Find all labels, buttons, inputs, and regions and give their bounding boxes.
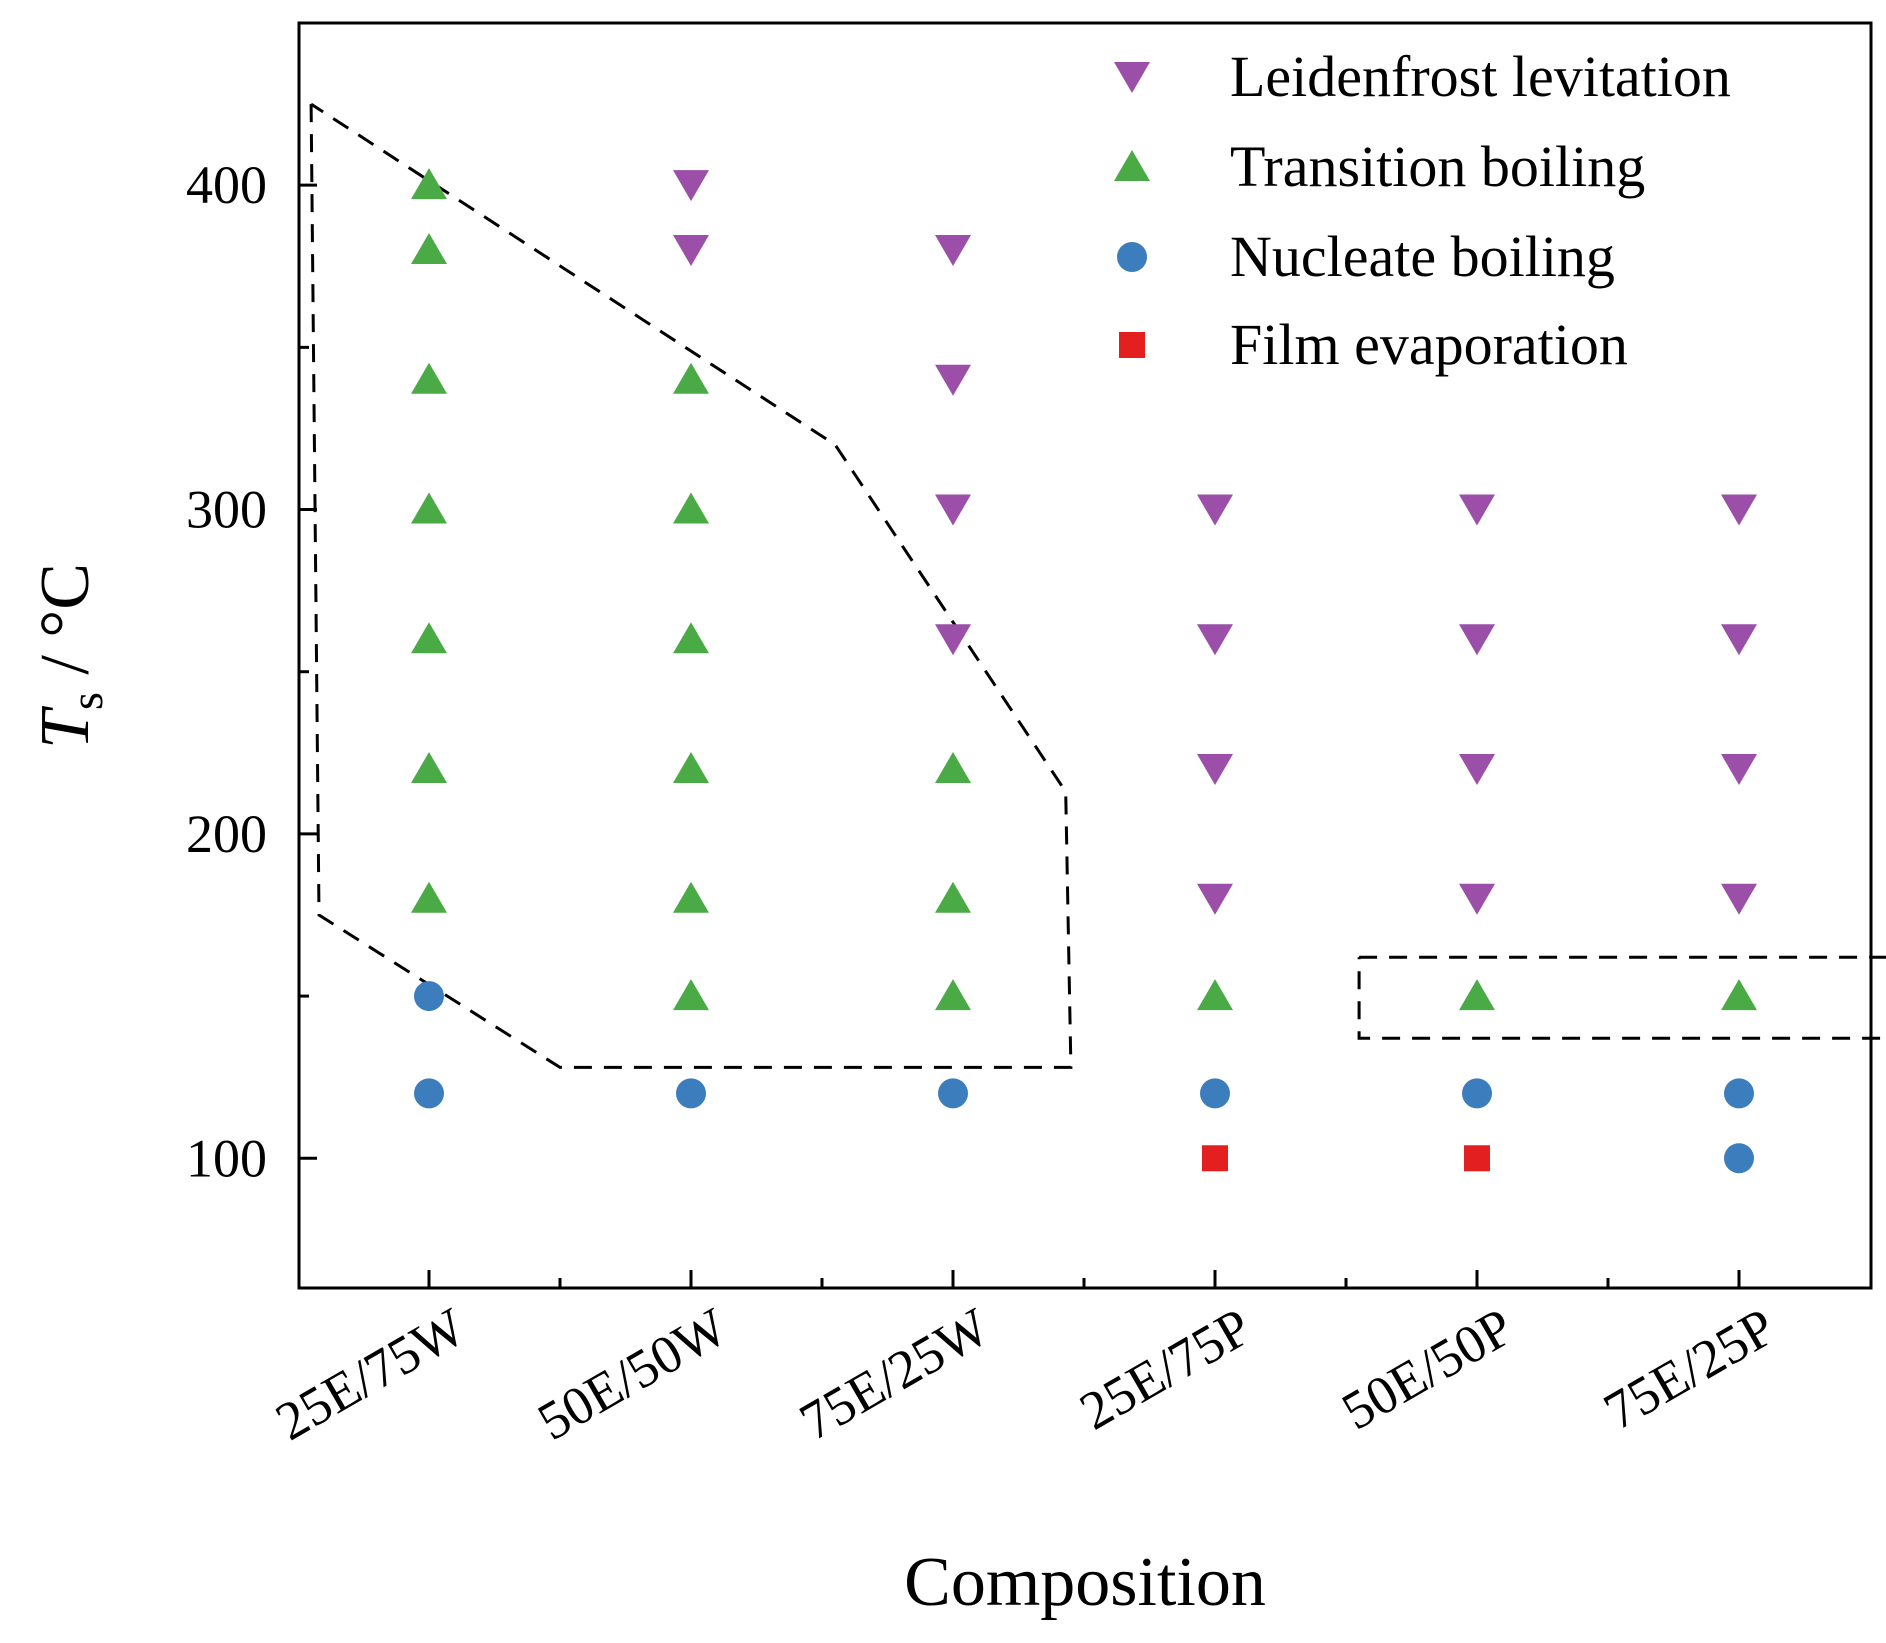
leidenfrost-levitation-point xyxy=(1721,494,1757,526)
nucleate-boiling-point xyxy=(414,1078,444,1109)
x-tick-label: 75E/25W xyxy=(790,1296,999,1451)
transition-boiling-point xyxy=(411,233,447,265)
leidenfrost-levitation-point xyxy=(1721,754,1757,786)
nucleate-boiling-point xyxy=(1462,1078,1492,1109)
nucleate-boiling-point xyxy=(1724,1078,1754,1109)
transition-region-water xyxy=(309,102,1073,1069)
plot-frame xyxy=(297,21,1873,1290)
legend-marker-nucleate-boiling xyxy=(1117,242,1147,272)
legend-marker-leidenfrost-levitation xyxy=(1114,62,1150,93)
transition-boiling-point xyxy=(411,881,447,913)
transition-boiling-point xyxy=(411,168,447,200)
leidenfrost-levitation-point xyxy=(1197,883,1233,915)
transition-boiling-point xyxy=(673,979,709,1011)
transition-region-pg xyxy=(1357,955,1886,1040)
leidenfrost-levitation-point xyxy=(935,494,971,526)
transition-boiling-point xyxy=(935,979,971,1011)
film-evaporation-point xyxy=(1464,1145,1490,1172)
transition-boiling-point xyxy=(673,881,709,913)
leidenfrost-levitation-point xyxy=(1197,494,1233,526)
legend-marker-film-evaporation xyxy=(1119,332,1145,358)
x-tick-label: 50E/50W xyxy=(528,1296,737,1451)
legend-marker-transition-boiling xyxy=(1114,150,1150,181)
y-axis-symbol: T xyxy=(27,705,104,749)
leidenfrost-levitation-point xyxy=(935,624,971,656)
data-markers xyxy=(411,168,1757,1174)
leidenfrost-levitation-point xyxy=(1459,754,1495,786)
y-tick-label: 200 xyxy=(186,804,267,864)
nucleate-boiling-point xyxy=(1724,1143,1754,1174)
transition-boiling-point xyxy=(673,622,709,654)
transition-boiling-point xyxy=(935,881,971,913)
transition-boiling-point xyxy=(1197,979,1233,1011)
leidenfrost-levitation-point xyxy=(935,364,971,396)
y-axis-subscript: s xyxy=(61,692,112,710)
x-tick-label: 25E/75W xyxy=(266,1296,475,1451)
leidenfrost-levitation-point xyxy=(1459,494,1495,526)
x-tick-label: 25E/75P xyxy=(1070,1296,1261,1441)
transition-boiling-point xyxy=(673,492,709,524)
leidenfrost-levitation-point xyxy=(673,170,709,202)
transition-boiling-point xyxy=(1459,979,1495,1011)
leidenfrost-levitation-point xyxy=(1197,754,1233,786)
y-tick-label: 300 xyxy=(186,480,267,540)
legend-label-nucleate-boiling: Nucleate boiling xyxy=(1230,224,1615,289)
leidenfrost-levitation-point xyxy=(1459,624,1495,656)
transition-boiling-point xyxy=(935,752,971,784)
nucleate-boiling-point xyxy=(1200,1078,1230,1109)
transition-boiling-point xyxy=(1721,979,1757,1011)
legend-label-film-evaporation: Film evaporation xyxy=(1230,312,1628,377)
nucleate-boiling-point xyxy=(414,981,444,1012)
leidenfrost-levitation-point xyxy=(673,235,709,267)
leidenfrost-levitation-point xyxy=(1721,883,1757,915)
legend-label-transition-boiling: Transition boiling xyxy=(1230,134,1645,199)
transition-boiling-point xyxy=(411,362,447,394)
y-axis-unit: / °C xyxy=(27,563,104,692)
transition-boiling-point xyxy=(411,622,447,654)
leidenfrost-levitation-point xyxy=(1459,883,1495,915)
x-tick-label: 75E/25P xyxy=(1594,1296,1785,1441)
dashed-regions xyxy=(309,102,1886,1069)
legend-label-leidenfrost-levitation: Leidenfrost levitation xyxy=(1230,44,1731,109)
leidenfrost-levitation-point xyxy=(1721,624,1757,656)
transition-boiling-point xyxy=(411,752,447,784)
nucleate-boiling-point xyxy=(938,1078,968,1109)
film-evaporation-point xyxy=(1202,1145,1228,1172)
y-tick-label: 100 xyxy=(186,1128,267,1188)
leidenfrost-levitation-point xyxy=(1197,624,1233,656)
x-tick-label: 50E/50P xyxy=(1332,1296,1523,1441)
transition-boiling-point xyxy=(673,362,709,394)
transition-boiling-point xyxy=(411,492,447,524)
leidenfrost-levitation-point xyxy=(935,235,971,267)
legend: Leidenfrost levitation Transition boiling… xyxy=(1114,44,1731,377)
nucleate-boiling-point xyxy=(676,1078,706,1109)
y-tick-label: 400 xyxy=(186,155,267,215)
y-axis-title: Ts / °C xyxy=(27,563,112,749)
x-axis-title: Composition xyxy=(904,1544,1266,1621)
transition-boiling-point xyxy=(673,752,709,784)
